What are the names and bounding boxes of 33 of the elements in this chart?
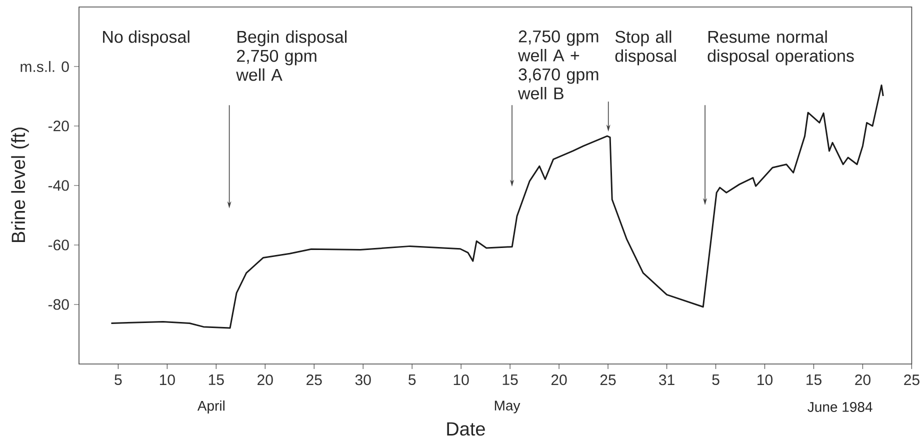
y-axis-title: Brine level (ft) <box>11 128 29 242</box>
x-tick-label: 25 <box>904 374 920 386</box>
x-tick-label: 10 <box>160 374 175 386</box>
x-tick-label: 10 <box>758 374 773 386</box>
x-tick-label: 25 <box>600 374 616 386</box>
text: June 1984 <box>808 402 872 412</box>
text: April <box>197 400 224 414</box>
x-tick-label: 10 <box>454 374 469 386</box>
x-tick-label: 20 <box>258 374 273 386</box>
x-tick-label: 30 <box>355 374 371 386</box>
x-tick-label: 5 <box>114 374 122 385</box>
annotation: No disposal <box>103 30 190 46</box>
annotation: Stop all disposal <box>615 30 676 66</box>
x-tick-label: 15 <box>208 374 224 385</box>
x-tick-label: 5 <box>712 374 720 385</box>
line-series <box>110 84 884 329</box>
y-tick-label: -20 <box>48 120 69 132</box>
annotation: Begin disposal 2,750 gpm well A <box>236 30 347 81</box>
x-tick-label: 15 <box>806 374 822 385</box>
x-tick-label: 25 <box>306 374 322 386</box>
text: May <box>494 400 520 414</box>
y-tick-label: -80 <box>48 299 69 310</box>
x-tick-label: 20 <box>855 374 870 386</box>
x-tick-label: 20 <box>551 374 567 386</box>
x-axis-title: Date <box>447 422 485 436</box>
y-tick-label: m.s.l. 0 <box>20 60 69 72</box>
y-tick-label: -60 <box>48 240 69 250</box>
x-tick-label: 5 <box>408 374 416 385</box>
annotation: 2,750 gpm well A + 3,670 gpm well B <box>518 30 598 100</box>
x-tick-label: 31 <box>659 374 674 386</box>
annotation: Resume normal disposal operations <box>708 30 854 66</box>
y-tick-label: -40 <box>48 180 69 191</box>
x-tick-label: 15 <box>502 374 518 385</box>
